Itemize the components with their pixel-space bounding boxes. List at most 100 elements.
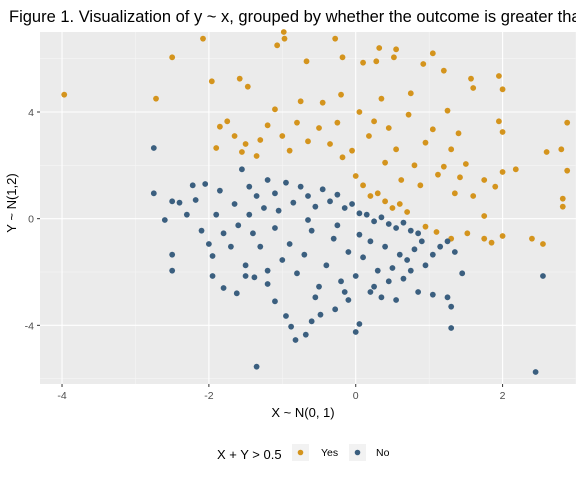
point-yes — [405, 111, 412, 118]
point-yes — [440, 67, 447, 74]
point-yes — [540, 241, 546, 247]
point-yes — [61, 91, 68, 98]
point-no — [404, 257, 411, 263]
point-no — [275, 207, 282, 214]
point-no — [150, 145, 157, 151]
point-yes — [499, 86, 506, 93]
point-no — [292, 337, 299, 343]
point-yes — [303, 58, 310, 65]
point-yes — [404, 209, 411, 215]
point-yes — [216, 123, 223, 130]
point-no — [393, 225, 400, 231]
point-no — [205, 241, 212, 247]
point-no — [352, 329, 359, 335]
point-no — [235, 222, 242, 229]
point-no — [202, 181, 209, 187]
point-no — [334, 222, 341, 229]
point-no — [422, 262, 429, 269]
point-yes — [512, 166, 519, 173]
point-no — [192, 197, 199, 203]
point-yes — [429, 50, 436, 57]
point-yes — [451, 190, 458, 197]
point-yes — [297, 98, 304, 105]
legend-label-no: No — [376, 447, 390, 459]
point-yes — [169, 54, 176, 61]
point-yes — [366, 133, 372, 139]
point-no — [341, 289, 348, 295]
point-no — [169, 267, 176, 274]
y-tick-label: 4 — [28, 107, 34, 119]
point-yes — [464, 230, 471, 237]
point-yes — [435, 171, 441, 178]
y-tick-label: -4 — [25, 320, 34, 332]
point-no — [246, 183, 253, 190]
point-yes — [339, 54, 346, 61]
point-yes — [360, 182, 366, 189]
legend-swatch-no — [354, 449, 361, 456]
point-no — [317, 311, 324, 318]
point-no — [378, 294, 385, 301]
point-no — [272, 190, 278, 197]
x-axis-ticks: -4 -2 0 2 — [57, 384, 506, 402]
point-no — [301, 251, 308, 258]
point-yes — [374, 190, 381, 197]
point-no — [371, 218, 377, 225]
point-yes — [468, 75, 474, 82]
legend: X + Y > 0.5 Yes No — [217, 444, 390, 462]
point-no — [189, 182, 196, 189]
point-no — [334, 191, 341, 198]
point-yes — [417, 182, 424, 189]
point-no — [250, 230, 256, 237]
point-no — [396, 251, 403, 258]
point-no — [363, 211, 370, 218]
point-no — [308, 318, 315, 325]
point-no — [415, 230, 422, 237]
point-no — [264, 267, 271, 274]
point-no — [356, 321, 363, 327]
point-yes — [558, 146, 565, 153]
point-no — [161, 217, 168, 223]
point-no — [288, 323, 295, 330]
point-no — [330, 235, 337, 242]
point-no — [169, 251, 176, 258]
legend-label-yes: Yes — [321, 447, 338, 459]
point-no — [272, 298, 278, 305]
point-yes — [200, 35, 206, 42]
point-yes — [208, 78, 215, 85]
point-yes — [391, 54, 397, 61]
point-no — [305, 217, 311, 223]
point-yes — [316, 125, 322, 131]
y-axis-ticks: -4 0 4 — [25, 107, 40, 332]
point-no — [407, 227, 414, 234]
x-tick-label: -4 — [57, 390, 66, 402]
point-yes — [543, 149, 550, 155]
point-yes — [382, 159, 388, 166]
point-no — [231, 201, 238, 207]
point-no — [264, 281, 271, 287]
point-yes — [496, 118, 502, 125]
point-yes — [294, 119, 300, 126]
x-tick-label: -2 — [204, 390, 213, 402]
point-yes — [253, 153, 260, 159]
point-yes — [396, 201, 403, 207]
point-yes — [411, 162, 418, 169]
point-yes — [236, 75, 243, 82]
point-no — [400, 275, 407, 282]
point-no — [532, 369, 539, 375]
point-yes — [257, 137, 264, 143]
point-yes — [481, 235, 488, 242]
point-yes — [352, 173, 359, 179]
point-yes — [492, 183, 499, 190]
point-no — [367, 289, 374, 295]
x-axis-title: X ~ N(0, 1) — [271, 405, 334, 420]
point-yes — [239, 149, 245, 155]
point-no — [305, 193, 311, 199]
minor-gridlines — [40, 32, 576, 384]
point-yes — [327, 141, 333, 147]
point-yes — [244, 83, 251, 90]
point-no — [253, 363, 260, 370]
point-yes — [367, 193, 374, 199]
x-tick-label: 0 — [353, 390, 359, 402]
point-yes — [378, 95, 385, 102]
point-no — [356, 210, 363, 217]
